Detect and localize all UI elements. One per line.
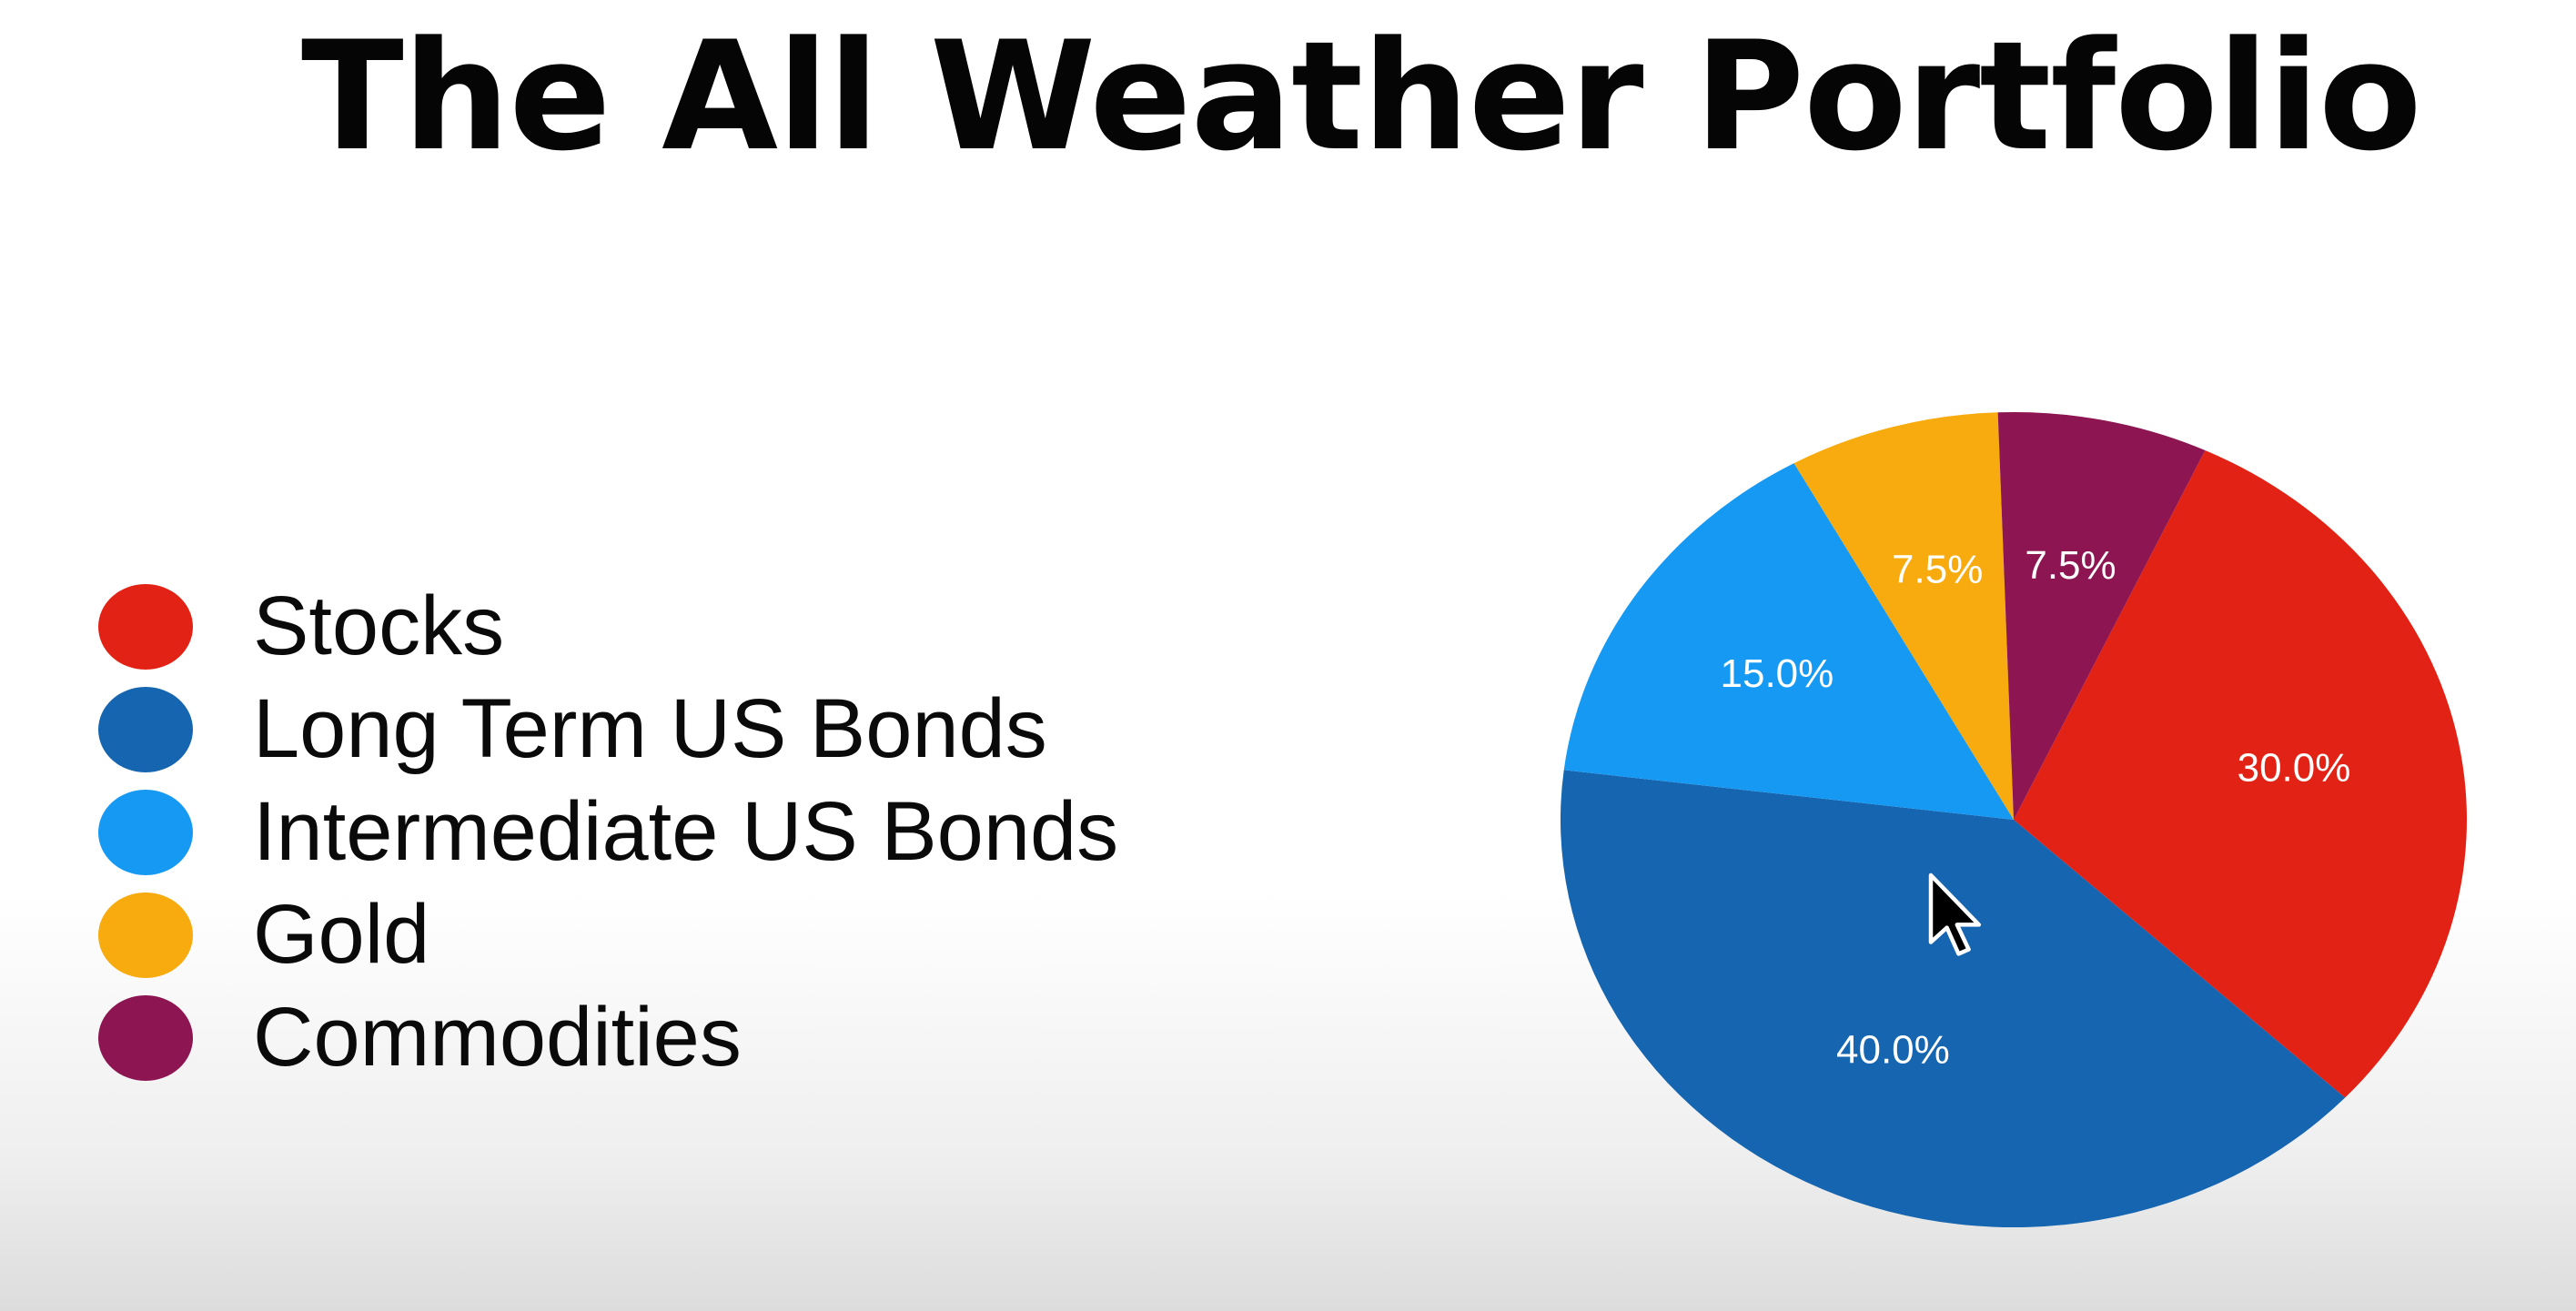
legend-item-long-term-us-bonds: Long Term US Bonds	[98, 678, 1118, 781]
legend-item-stocks: Stocks	[98, 575, 1118, 678]
pie-label-intermediate-us-bonds: 15.0%	[1721, 651, 1834, 696]
legend-label-gold: Gold	[253, 888, 430, 981]
pie-label-stocks: 30.0%	[2238, 746, 2351, 791]
legend-item-intermediate-us-bonds: Intermediate US Bonds	[98, 781, 1118, 883]
legend-item-commodities: Commodities	[98, 986, 1118, 1089]
legend-swatch-gold	[98, 892, 193, 978]
legend-label-stocks: Stocks	[253, 580, 505, 672]
legend-label-commodities: Commodities	[253, 991, 742, 1084]
slide-title: The All Weather Portfolio	[301, 9, 2422, 184]
pie-slice-long-term-us-bonds	[1560, 770, 2346, 1228]
legend-label-intermediate-us-bonds: Intermediate US Bonds	[253, 785, 1119, 878]
pie-slices	[1560, 411, 2468, 1228]
pie-slice-labels: 30.0% 40.0% 15.0% 7.5% 7.5%	[1721, 543, 2351, 1072]
pie-label-commodities: 7.5%	[2025, 543, 2116, 588]
pie-label-gold: 7.5%	[1892, 548, 1983, 592]
legend-swatch-intermediate-us-bonds	[98, 789, 193, 875]
legend-swatch-commodities	[98, 994, 193, 1081]
mouse-pointer-icon	[1928, 872, 1982, 956]
pie-label-long-term-us-bonds: 40.0%	[1836, 1027, 1950, 1072]
pie-slice-intermediate-us-bonds	[1563, 463, 2014, 820]
pie-slice-gold	[1793, 412, 2014, 820]
legend-item-gold: Gold	[98, 883, 1118, 986]
legend-swatch-stocks	[98, 583, 193, 670]
legend-swatch-long-term-us-bonds	[98, 686, 193, 772]
pie-slice-stocks	[2014, 449, 2468, 1098]
legend-label-long-term-us-bonds: Long Term US Bonds	[253, 682, 1047, 775]
chart-legend: Stocks Long Term US Bonds Intermediate U…	[98, 575, 1118, 1089]
pie-slice-commodities	[1997, 411, 2206, 820]
